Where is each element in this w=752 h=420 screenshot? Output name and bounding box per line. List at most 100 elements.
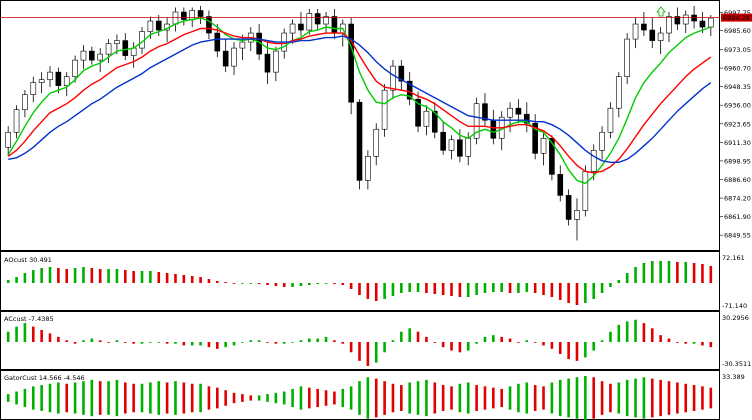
ac-bar: [149, 342, 152, 343]
candle-body: [47, 71, 53, 80]
ao-bar: [65, 269, 69, 283]
gator-bar: [408, 382, 411, 414]
candle-body: [5, 131, 11, 148]
candle-body: [431, 110, 438, 133]
candle-body: [482, 103, 488, 121]
ac-bar: [31, 326, 35, 342]
candle-body: [406, 80, 413, 100]
ao-bar: [667, 261, 671, 283]
ac-bar: [207, 342, 211, 348]
gator-bar: [416, 381, 420, 415]
ac-pane-2-label: ACcust -7.4385: [4, 315, 54, 323]
ao-bar: [433, 283, 437, 294]
candle-body: [114, 40, 120, 44]
gator-bar: [525, 382, 529, 414]
ac-bar: [525, 340, 529, 342]
ac-bar: [617, 324, 621, 342]
ao-bar: [57, 268, 60, 283]
gator-bar: [533, 385, 537, 411]
candle-body: [38, 79, 45, 83]
ac-bar: [324, 336, 328, 342]
price-axis-tick-label: 6861.90: [724, 213, 751, 221]
ao-bar: [98, 269, 102, 283]
gator-bar: [483, 386, 487, 410]
candle-body: [189, 10, 196, 20]
candle-body: [323, 16, 329, 25]
ac-bar: [57, 336, 60, 342]
ac-bar: [349, 342, 353, 353]
alligator-line-3: [8, 35, 712, 163]
ao-bar: [6, 280, 10, 283]
ac-bar: [249, 340, 253, 342]
candle-body: [674, 16, 681, 25]
ao-bar: [358, 283, 361, 295]
candle-body: [348, 23, 354, 103]
ac-bar: [692, 342, 696, 344]
gator-bar: [199, 383, 202, 413]
candle-body: [557, 174, 564, 196]
gator-bar: [157, 381, 161, 415]
candle-body: [22, 94, 28, 111]
ac-bar: [441, 342, 445, 348]
ao-bar: [400, 283, 403, 293]
candle-body: [289, 23, 296, 34]
ac-bar: [667, 338, 671, 342]
ac-bar: [174, 342, 177, 344]
ao-bar: [107, 269, 110, 283]
ac-bar: [659, 335, 662, 342]
gator-bar: [425, 379, 428, 417]
candle-body: [440, 131, 446, 151]
current-price-tag: [721, 13, 752, 22]
ao-bar: [584, 283, 587, 303]
candle-body: [473, 103, 480, 139]
ao-bar: [676, 262, 679, 283]
gator-bar: [667, 381, 671, 415]
gator-bar: [65, 383, 69, 413]
ao-bar: [659, 261, 662, 283]
ac-bar: [466, 342, 470, 351]
candle-body: [181, 11, 187, 20]
gator-bar: [274, 392, 278, 404]
ao-bar: [73, 268, 77, 283]
ac-bar: [508, 338, 512, 342]
gator-bar: [23, 388, 27, 408]
gator-bar: [609, 383, 612, 413]
ac-bar: [374, 342, 378, 363]
gator-bar: [684, 383, 688, 413]
gator-bar: [182, 382, 186, 414]
ao-bar: [366, 283, 370, 299]
gator-bar: [115, 379, 119, 417]
gator-bar: [349, 386, 353, 410]
ac-bar: [500, 336, 503, 342]
gator-histogram: [6, 376, 713, 420]
candle-body: [381, 89, 388, 130]
gator-bar: [140, 383, 144, 413]
candle-body: [615, 76, 622, 109]
price-axis-tick-label: 6874.20: [724, 195, 751, 203]
gator-bar: [366, 377, 370, 419]
ao-bar: [408, 283, 411, 292]
ac-bar: [257, 340, 261, 342]
ao-bar: [709, 266, 713, 283]
price-axis-tick-label: 6898.95: [724, 157, 751, 165]
ao-bar: [525, 283, 529, 292]
gator-bar: [550, 382, 554, 414]
ac-bar: [48, 333, 52, 342]
candle-body: [574, 210, 580, 220]
gator-bar: [15, 391, 18, 405]
price-axis-tick-label: 6886.60: [724, 176, 751, 184]
candle-body: [565, 195, 572, 220]
ao-bar: [282, 283, 286, 287]
ao-bar: [123, 270, 127, 283]
candle-body: [415, 98, 421, 127]
ac-bar: [383, 342, 386, 353]
candle-body: [264, 53, 271, 73]
ac-bar: [542, 342, 545, 346]
ao-bar: [441, 283, 445, 295]
ao-bar: [684, 262, 688, 283]
gator-bar: [567, 378, 570, 418]
candle-body: [515, 107, 522, 115]
candle-body: [632, 23, 639, 40]
ac-bar: [550, 342, 554, 349]
